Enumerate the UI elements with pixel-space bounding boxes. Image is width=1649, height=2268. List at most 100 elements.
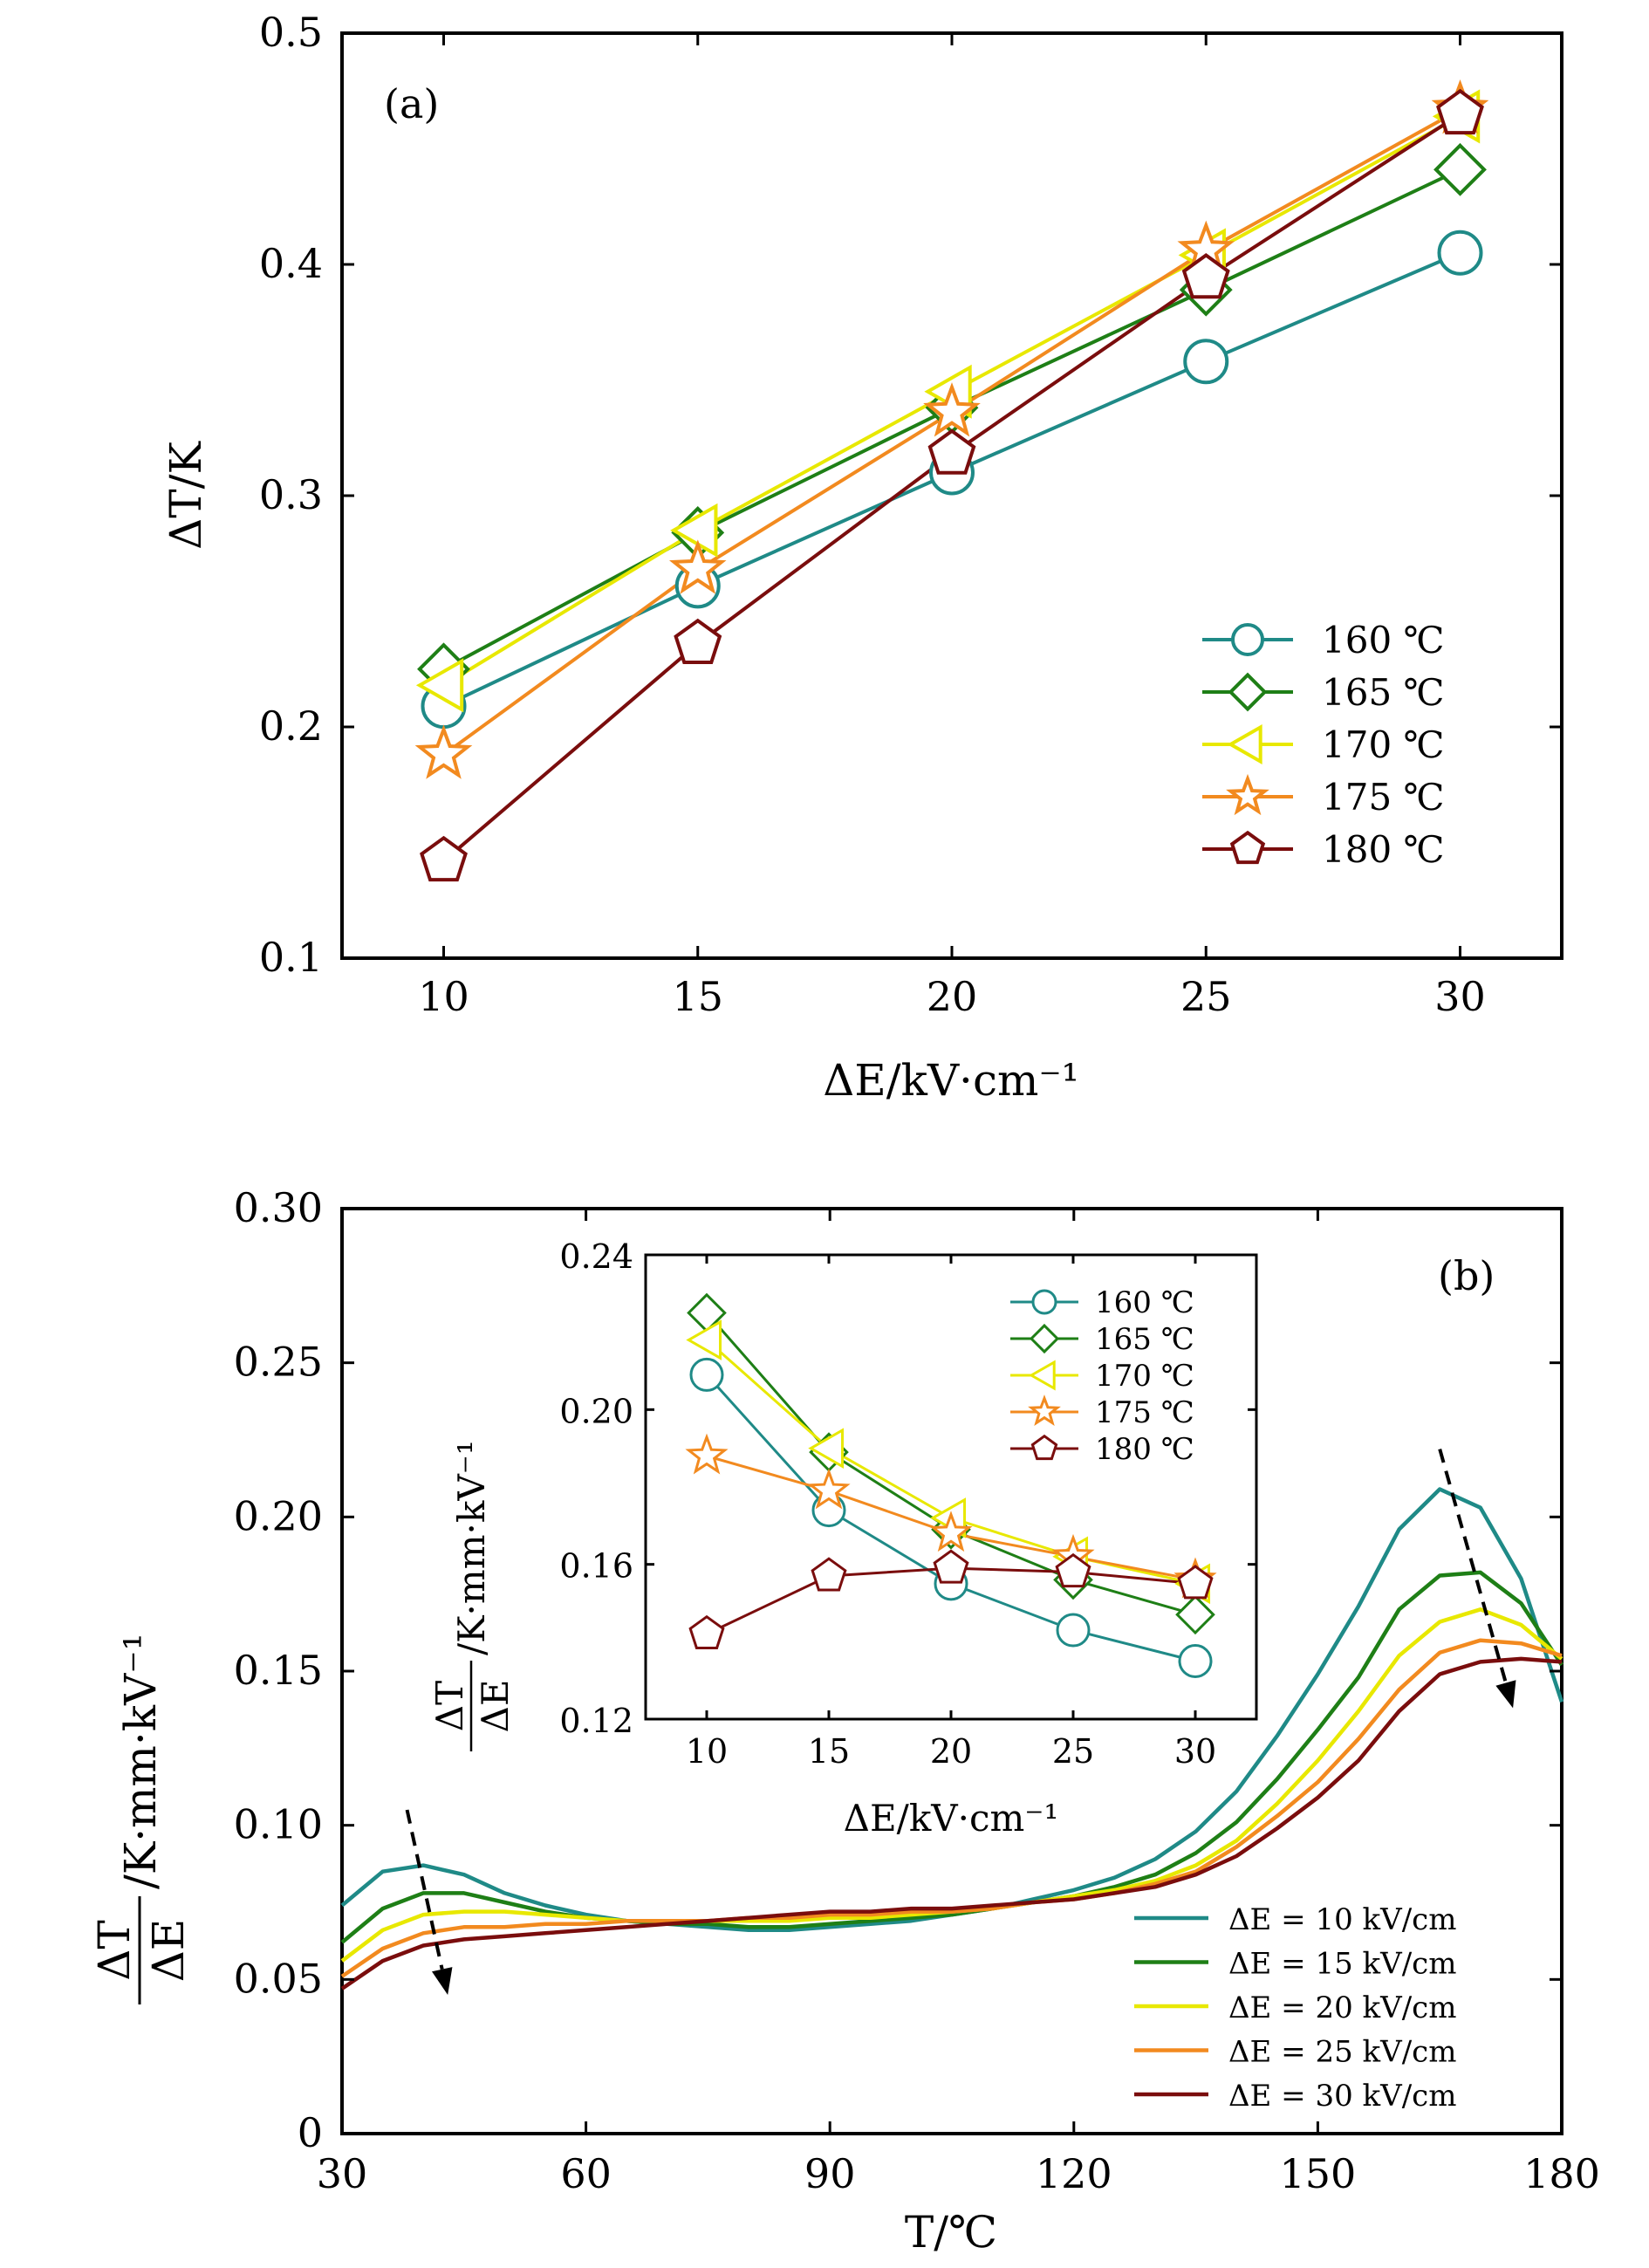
panel-b-legend-label-2: ΔE = 20 kV/cm bbox=[1228, 1990, 1456, 2025]
panel-b-y-tick-label: 0.25 bbox=[234, 1339, 323, 1386]
panel-b-y-tick-label: 0 bbox=[298, 2109, 323, 2156]
panel-a-y-tick-label: 0.1 bbox=[259, 934, 323, 981]
panel-a-legend-marker-1 bbox=[1228, 672, 1268, 712]
inset-legend-marker-1 bbox=[1029, 1323, 1060, 1354]
inset-legend-marker-3 bbox=[1028, 1394, 1061, 1427]
panel-b-y-tick-label: 0.10 bbox=[234, 1801, 323, 1848]
inset-point-2-0 bbox=[686, 1319, 722, 1360]
panel-b-legend-label-0: ΔE = 10 kV/cm bbox=[1228, 1902, 1456, 1937]
panel-b-label: (b) bbox=[1438, 1252, 1495, 1299]
inset-y-label-unit: /K·mm·kV⁻¹ bbox=[450, 1440, 493, 1655]
panel-a-point-4-4 bbox=[1436, 88, 1484, 135]
panel-a-y-tick-label: 0.5 bbox=[259, 9, 323, 56]
panel-a-legend-marker-2 bbox=[1227, 724, 1262, 764]
panel-a-legend-marker-0 bbox=[1231, 623, 1264, 656]
panel-a-point-4-0 bbox=[420, 835, 468, 882]
panel-b-trend-arrow-0 bbox=[405, 1809, 444, 1970]
panel-b-legend-label-1: ΔE = 15 kV/cm bbox=[1228, 1947, 1456, 1982]
inset-point-4-1 bbox=[811, 1557, 847, 1592]
panel-a-y-axis-label: ΔT/K bbox=[161, 441, 211, 550]
panel-b-y-tick-label: 0.05 bbox=[234, 1955, 323, 2002]
panel-a-plot-frame bbox=[340, 31, 1563, 960]
inset-legend-label-1: 165 ℃ bbox=[1095, 1322, 1194, 1357]
panel-b-trend-arrowhead-0 bbox=[431, 1967, 453, 1995]
panel-a-y-tick-label: 0.4 bbox=[259, 240, 323, 287]
inset-y-label-denominator: ΔE bbox=[474, 1680, 517, 1733]
inset-point-0-4 bbox=[1178, 1644, 1213, 1678]
panel-b-y-label-numerator: ΔT bbox=[89, 1920, 140, 1980]
inset-point-4-2 bbox=[933, 1549, 969, 1584]
panel-b-legend-label-4: ΔE = 30 kV/cm bbox=[1228, 2079, 1456, 2114]
panel-a-point-3-0 bbox=[414, 724, 473, 779]
panel-a-legend-marker-4 bbox=[1229, 830, 1266, 865]
inset-background bbox=[646, 1255, 1256, 1719]
panel-a-legend-label-1: 165 ℃ bbox=[1322, 671, 1445, 714]
panel-a-legend-label-2: 170 ℃ bbox=[1322, 723, 1445, 766]
inset-point-4-0 bbox=[688, 1614, 725, 1649]
panel-b-inset-chart: 10 15 20 25 30 0.12 0.16 0.20 0.24 ΔE/kV·cm⁻¹ ΔT… bbox=[428, 1237, 1258, 1840]
panel-a-y-tick-label: 0.3 bbox=[259, 471, 323, 518]
inset-x-tick-label: 15 bbox=[808, 1732, 850, 1771]
panel-b-y-label-denominator: ΔE bbox=[143, 1919, 194, 1983]
panel-a-x-tick-label: 10 bbox=[418, 973, 469, 1020]
inset-legend-label-2: 170 ℃ bbox=[1095, 1359, 1194, 1394]
panel-b-x-tick-label: 180 bbox=[1523, 2150, 1600, 2197]
inset-point-3-1 bbox=[807, 1468, 851, 1510]
panel-a-x-axis-label: ΔE/kV·cm⁻¹ bbox=[823, 1055, 1079, 1106]
panel-a-legend-marker-3 bbox=[1226, 773, 1269, 816]
panel-a-point-2-1 bbox=[670, 503, 718, 558]
inset-y-tick-label: 0.24 bbox=[559, 1237, 633, 1276]
panel-a-point-0-3 bbox=[1183, 339, 1229, 385]
panel-b-x-tick-label: 120 bbox=[1036, 2150, 1112, 2197]
inset-legend-label-3: 175 ℃ bbox=[1095, 1395, 1194, 1430]
panel-b-x-tick-label: 30 bbox=[317, 2150, 368, 2197]
panel-b-legend: ΔE = 10 kV/cm ΔE = 15 kV/cm ΔE = 20 kV/cm Δ… bbox=[1134, 1902, 1456, 2114]
panel-b-y-axis-label: ΔT ΔE /K·mm·kV⁻¹ bbox=[89, 1633, 194, 2004]
panel-b-series-curve-3 bbox=[340, 1638, 1563, 1978]
inset-y-axis-label: ΔT ΔE /K·mm·kV⁻¹ bbox=[428, 1440, 517, 1751]
panel-b-trend-arrowhead-1 bbox=[1495, 1680, 1516, 1709]
panel-b-trend-arrow-1 bbox=[1438, 1449, 1508, 1684]
panel-a-legend-label-0: 160 ℃ bbox=[1322, 619, 1445, 661]
panel-a-chart: 10 15 20 25 30 0.1 0.2 0.3 0.4 0.5 (a) ΔE/kV·cm⁻¹… bbox=[161, 9, 1563, 1106]
panel-a-x-tick-label: 30 bbox=[1434, 973, 1486, 1020]
panel-a-y-tick-label: 0.2 bbox=[259, 702, 323, 750]
inset-point-0-3 bbox=[1056, 1613, 1091, 1648]
panel-a-x-tick-label: 25 bbox=[1180, 973, 1232, 1020]
inset-legend-marker-4 bbox=[1030, 1434, 1058, 1461]
panel-a-point-4-1 bbox=[674, 618, 722, 664]
panel-b-y-tick-label: 0.30 bbox=[234, 1184, 323, 1231]
inset-point-3-2 bbox=[929, 1511, 973, 1552]
panel-a-point-4-3 bbox=[1181, 253, 1230, 299]
panel-b-x-tick-label: 60 bbox=[560, 2150, 612, 2197]
inset-y-tick-label: 0.16 bbox=[559, 1547, 633, 1586]
inset-x-axis-label: ΔE/kV·cm⁻¹ bbox=[844, 1797, 1059, 1840]
inset-legend-label-4: 180 ℃ bbox=[1095, 1432, 1194, 1467]
inset-point-4-3 bbox=[1055, 1552, 1091, 1588]
inset-legend-label-0: 160 ℃ bbox=[1095, 1285, 1194, 1320]
panel-a-legend-label-3: 175 ℃ bbox=[1322, 776, 1445, 819]
panel-b-x-tick-label: 90 bbox=[804, 2150, 856, 2197]
panel-b-y-label-unit: /K·mm·kV⁻¹ bbox=[115, 1633, 166, 1889]
inset-y-tick-label: 0.20 bbox=[559, 1392, 633, 1430]
panel-a-point-3-1 bbox=[668, 539, 727, 594]
panel-b-y-tick-label: 0.15 bbox=[234, 1647, 323, 1694]
inset-legend-marker-0 bbox=[1031, 1289, 1057, 1315]
inset-x-tick-label: 20 bbox=[930, 1732, 972, 1771]
inset-legend-marker-2 bbox=[1029, 1360, 1056, 1391]
inset-point-1-4 bbox=[1175, 1594, 1215, 1635]
inset-point-3-0 bbox=[685, 1433, 729, 1475]
panel-b-series-curve-4 bbox=[340, 1656, 1563, 1990]
panel-b-series-curve-1 bbox=[340, 1570, 1563, 1944]
panel-b-chart: 30 60 90 120 150 180 0 0.05 0.10 0.15 0.20 0.25 0.30… bbox=[89, 1184, 1600, 2258]
panel-a-point-4-2 bbox=[927, 428, 976, 475]
panel-a-x-tick-label: 20 bbox=[927, 973, 978, 1020]
inset-point-0-0 bbox=[689, 1357, 724, 1392]
panel-b-legend-label-3: ΔE = 25 kV/cm bbox=[1228, 2035, 1456, 2070]
panel-a-legend: 160 ℃ 165 ℃ 170 ℃ 175 ℃ 180 ℃ bbox=[1202, 619, 1445, 871]
inset-y-tick-label: 0.12 bbox=[559, 1702, 633, 1740]
inset-point-2-1 bbox=[808, 1428, 845, 1469]
inset-x-tick-label: 10 bbox=[686, 1732, 728, 1771]
panel-b-x-tick-label: 150 bbox=[1279, 2150, 1356, 2197]
